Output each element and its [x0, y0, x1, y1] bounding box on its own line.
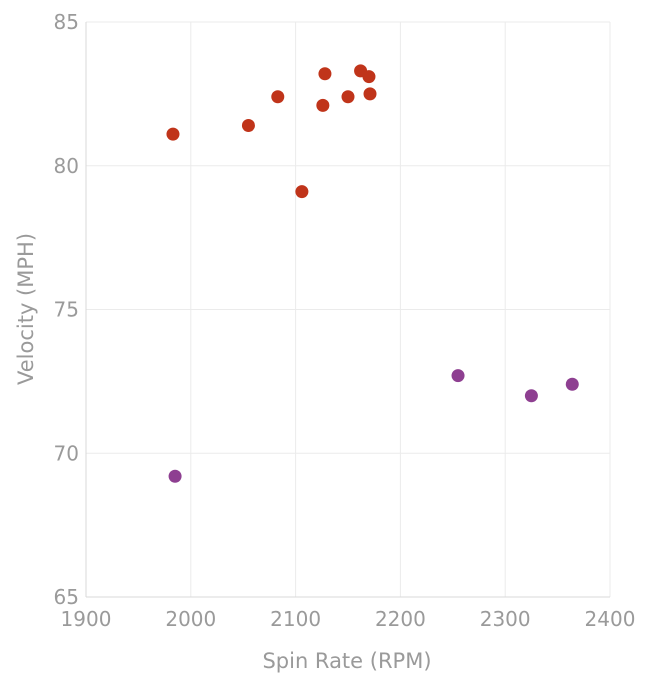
scatter-point-series-1	[341, 90, 355, 104]
y-tick-label: 65	[54, 585, 79, 609]
x-tick-label: 2000	[165, 607, 216, 631]
x-tick-label: 1900	[61, 607, 112, 631]
scatter-point-series-1	[271, 90, 285, 104]
x-tick-label: 2400	[585, 607, 636, 631]
y-tick-label: 70	[54, 441, 79, 465]
y-tick-label: 85	[54, 10, 79, 34]
y-axis-label: Velocity (MPH)	[14, 233, 38, 385]
x-tick-label: 2300	[480, 607, 531, 631]
y-tick-label: 80	[54, 154, 79, 178]
scatter-point-series-1	[295, 185, 309, 199]
scatter-point-series-2	[524, 389, 538, 403]
scatter-point-series-1	[166, 127, 180, 141]
scatter-point-series-2	[451, 369, 465, 383]
scatter-point-series-1	[241, 119, 255, 132]
scatter-point-series-1	[363, 87, 377, 101]
scatter-point-series-1	[362, 70, 376, 84]
tick-labels: 1900 2000 2100 2200 2300 2400 65 70 75 80 85	[54, 10, 636, 631]
scatter-point-series-1	[316, 98, 330, 112]
x-tick-label: 2200	[375, 607, 426, 631]
x-tick-label: 2100	[270, 607, 321, 631]
y-tick-label: 75	[54, 298, 79, 322]
scatter-point-series-2	[565, 377, 579, 391]
axes	[85, 22, 610, 598]
scatter-point-series-2	[168, 469, 182, 483]
scatter-point-series-1	[318, 67, 332, 81]
data-points	[166, 64, 579, 483]
grid	[86, 21, 611, 597]
x-axis-label: Spin Rate (RPM)	[262, 649, 431, 673]
